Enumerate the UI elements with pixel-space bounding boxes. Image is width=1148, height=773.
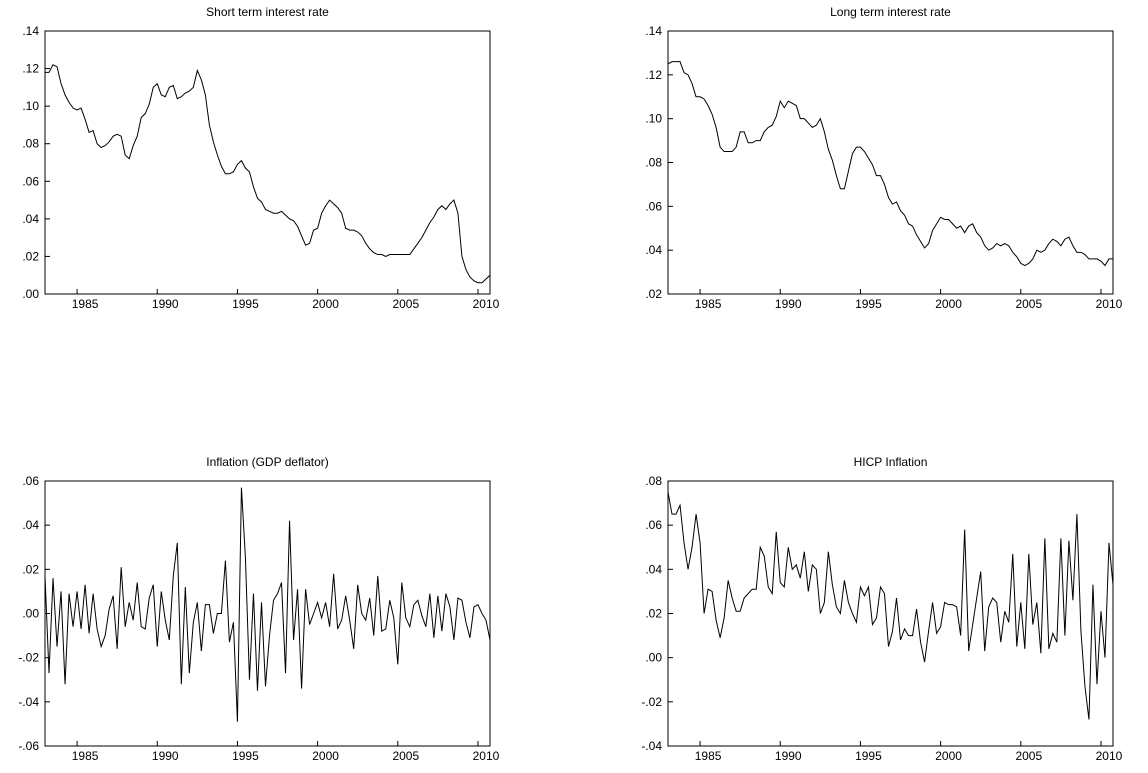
y-tick-label: .00 <box>645 651 662 665</box>
y-tick-label: .02 <box>645 287 662 301</box>
chart-title: HICP Inflation <box>854 455 928 469</box>
y-tick-label: .06 <box>645 199 662 213</box>
y-tick-label: -.04 <box>641 739 662 753</box>
x-tick-label: 2010 <box>1096 749 1123 763</box>
series-line <box>667 61 1113 267</box>
x-tick-label: 1995 <box>855 297 882 311</box>
series-line <box>667 491 1114 720</box>
y-tick-label: .12 <box>22 62 39 76</box>
y-tick-label: .04 <box>22 212 39 226</box>
y-tick-label: .04 <box>22 518 39 532</box>
y-tick-label: -.04 <box>18 695 39 709</box>
y-tick-label: .06 <box>645 518 662 532</box>
y-tick-label: .06 <box>22 174 39 188</box>
x-tick-label: 2010 <box>473 749 500 763</box>
y-tick-label: .08 <box>22 137 39 151</box>
chart-title: Long term interest rate <box>830 5 951 19</box>
x-tick-label: 1985 <box>72 297 99 311</box>
y-tick-label: .14 <box>22 24 39 38</box>
y-tick-label: .02 <box>22 249 39 263</box>
y-tick-label: .04 <box>645 562 662 576</box>
plot-frame <box>44 30 491 295</box>
x-tick-label: 1990 <box>152 297 179 311</box>
y-tick-label: .08 <box>645 156 662 170</box>
series-line <box>44 487 491 722</box>
x-tick-label: 1995 <box>232 749 259 763</box>
x-tick-label: 1990 <box>775 749 802 763</box>
plot-frame <box>667 480 1114 747</box>
x-tick-label: 2005 <box>392 297 419 311</box>
y-tick-label: .02 <box>22 562 39 576</box>
x-tick-label: 2005 <box>1015 297 1042 311</box>
x-tick-label: 1985 <box>72 749 99 763</box>
y-tick-label: .14 <box>645 24 662 38</box>
x-tick-label: 1990 <box>152 749 179 763</box>
x-tick-label: 2005 <box>1015 749 1042 763</box>
x-tick-label: 2000 <box>312 297 339 311</box>
y-tick-label: .08 <box>645 474 662 488</box>
chart-title: Inflation (GDP deflator) <box>206 455 329 469</box>
plot-frame <box>44 480 491 747</box>
x-tick-label: 1995 <box>855 749 882 763</box>
x-tick-label: 1985 <box>695 749 722 763</box>
x-tick-label: 2000 <box>312 749 339 763</box>
y-tick-label: -.06 <box>18 739 39 753</box>
x-tick-label: 1985 <box>695 297 722 311</box>
y-tick-label: .12 <box>645 68 662 82</box>
y-tick-label: .02 <box>645 607 662 621</box>
plot-frame <box>667 30 1114 295</box>
y-tick-label: -.02 <box>18 651 39 665</box>
y-tick-label: -.02 <box>641 695 662 709</box>
y-tick-label: .10 <box>645 112 662 126</box>
x-tick-label: 2010 <box>1096 297 1123 311</box>
x-tick-label: 1990 <box>775 297 802 311</box>
y-tick-label: .10 <box>22 99 39 113</box>
y-tick-label: .04 <box>645 243 662 257</box>
x-tick-label: 2000 <box>935 749 962 763</box>
x-tick-label: 2005 <box>392 749 419 763</box>
series-line <box>45 64 491 284</box>
x-tick-label: 2010 <box>473 297 500 311</box>
y-tick-label: .00 <box>22 287 39 301</box>
y-tick-label: .00 <box>22 607 39 621</box>
chart-title: Short term interest rate <box>206 5 329 19</box>
x-tick-label: 1995 <box>232 297 259 311</box>
x-tick-label: 2000 <box>935 297 962 311</box>
y-tick-label: .06 <box>22 474 39 488</box>
